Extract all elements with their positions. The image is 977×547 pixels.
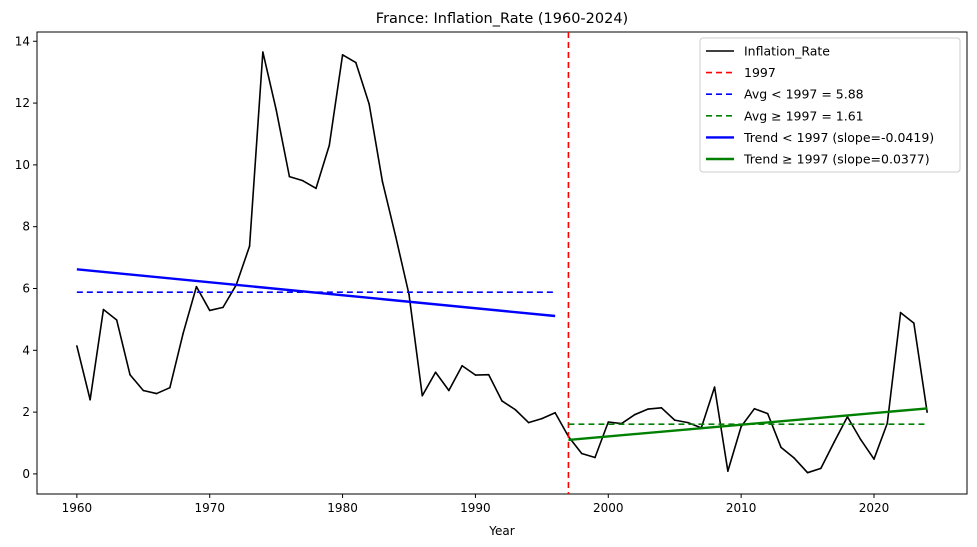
data-point bbox=[713, 386, 716, 388]
data-point bbox=[859, 438, 862, 441]
data-point bbox=[434, 371, 437, 374]
data-point bbox=[142, 389, 145, 392]
y-axis: 0 2 4 6 8 10 12 14 bbox=[15, 34, 37, 481]
trend-line-after bbox=[568, 407, 928, 442]
data-point bbox=[288, 175, 291, 178]
data-point bbox=[647, 408, 649, 410]
data-point bbox=[793, 457, 796, 459]
data-point bbox=[195, 285, 198, 288]
y-tick-label: 2 bbox=[22, 405, 30, 419]
data-point bbox=[673, 419, 676, 421]
data-point bbox=[753, 407, 756, 410]
data-point bbox=[341, 54, 344, 56]
data-point bbox=[408, 293, 410, 296]
data-point bbox=[740, 425, 742, 428]
legend-label: 1997 bbox=[744, 65, 776, 80]
data-point bbox=[169, 386, 171, 389]
data-point bbox=[806, 471, 809, 474]
x-tick-label: 2020 bbox=[859, 501, 890, 515]
data-point bbox=[76, 345, 78, 347]
legend-label: Trend ≥ 1997 (slope=0.0377) bbox=[743, 152, 930, 167]
x-axis: 1960 1970 1980 1990 2000 2010 2020 bbox=[62, 494, 890, 515]
data-point bbox=[421, 394, 424, 397]
y-tick-label: 4 bbox=[22, 343, 30, 357]
data-point bbox=[554, 411, 556, 414]
legend: Inflation_Rate 1997 Avg < 1997 = 5.88 Avg ≥… bbox=[699, 37, 961, 173]
data-point bbox=[580, 452, 583, 455]
data-point bbox=[182, 332, 184, 335]
data-point bbox=[129, 373, 131, 376]
y-tick-label: 10 bbox=[15, 158, 30, 172]
series-layer bbox=[76, 32, 928, 494]
data-point bbox=[301, 179, 304, 182]
data-point bbox=[275, 108, 277, 111]
data-point bbox=[913, 322, 915, 324]
data-point bbox=[102, 308, 105, 311]
data-point bbox=[899, 311, 902, 314]
data-point bbox=[262, 51, 264, 53]
x-tick-label: 2010 bbox=[726, 501, 757, 515]
data-point bbox=[634, 413, 636, 416]
legend-label: Avg < 1997 = 5.88 bbox=[744, 87, 864, 102]
x-tick-label: 1980 bbox=[327, 501, 358, 515]
data-point bbox=[461, 364, 463, 367]
data-point bbox=[501, 400, 503, 402]
legend-label: Avg ≥ 1997 = 1.61 bbox=[744, 108, 864, 123]
data-point bbox=[607, 421, 610, 423]
data-point bbox=[926, 411, 928, 413]
data-point bbox=[660, 406, 663, 409]
data-point bbox=[448, 389, 450, 392]
x-tick-label: 1970 bbox=[194, 501, 225, 515]
trend-line-before bbox=[76, 268, 556, 318]
x-tick-label: 1960 bbox=[62, 501, 93, 515]
x-axis-title: Year bbox=[488, 524, 514, 538]
y-tick-label: 14 bbox=[15, 34, 30, 48]
y-tick-label: 6 bbox=[22, 281, 30, 295]
data-point bbox=[248, 245, 251, 247]
y-tick-label: 8 bbox=[22, 220, 30, 234]
data-point bbox=[527, 421, 530, 424]
y-tick-label: 12 bbox=[15, 96, 30, 110]
data-point bbox=[766, 412, 769, 415]
data-point bbox=[594, 456, 596, 459]
data-point bbox=[315, 187, 317, 190]
data-point bbox=[355, 61, 357, 64]
data-point bbox=[155, 392, 158, 395]
data-point bbox=[208, 309, 211, 312]
x-tick-label: 1990 bbox=[460, 501, 491, 515]
y-tick-label: 0 bbox=[22, 467, 30, 481]
data-point bbox=[487, 373, 490, 376]
data-point bbox=[820, 467, 822, 470]
data-point bbox=[833, 441, 835, 443]
data-point bbox=[328, 144, 331, 147]
data-point bbox=[368, 103, 370, 105]
data-point bbox=[727, 470, 729, 472]
data-point bbox=[873, 458, 875, 460]
data-point bbox=[514, 408, 517, 411]
data-point bbox=[115, 319, 118, 321]
data-point bbox=[780, 446, 782, 449]
data-point bbox=[381, 180, 384, 183]
data-point bbox=[886, 422, 889, 425]
data-point bbox=[541, 417, 543, 420]
data-point bbox=[474, 374, 477, 376]
data-point bbox=[89, 398, 91, 401]
legend-label: Trend < 1997 (slope=-0.0419) bbox=[743, 130, 934, 145]
data-point bbox=[687, 421, 689, 424]
x-tick-label: 2000 bbox=[593, 501, 624, 515]
legend-frame bbox=[699, 37, 961, 173]
legend-label: Inflation_Rate bbox=[744, 44, 830, 59]
data-point bbox=[222, 306, 224, 309]
chart-title: France: Inflation_Rate (1960-2024) bbox=[376, 11, 628, 27]
data-point bbox=[394, 235, 397, 238]
